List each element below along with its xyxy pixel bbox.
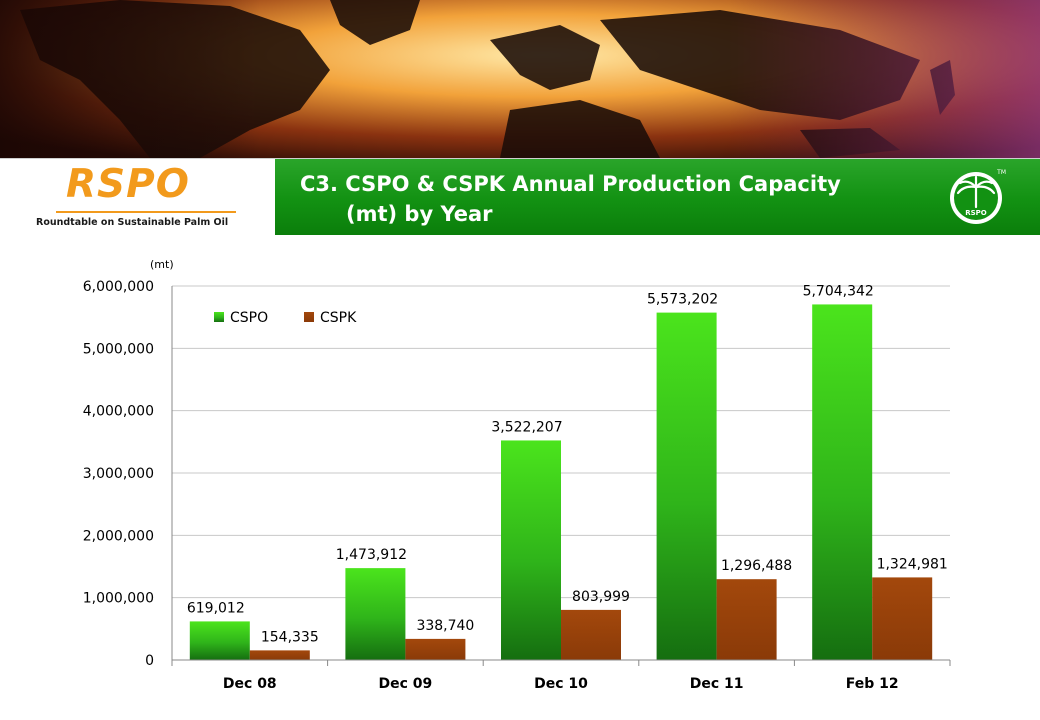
y-unit-label: (mt) [150,258,174,271]
data-label: 1,324,981 [877,556,948,572]
slide-title: C3. CSPO & CSPK Annual Production Capaci… [300,172,841,196]
logo-rule [56,211,236,213]
data-label: 338,740 [416,618,474,634]
bar-cspk [249,650,310,660]
y-tick-label: 1,000,000 [83,591,154,607]
logo-tagline: Roundtable on Sustainable Palm Oil [36,217,229,228]
data-label: 1,473,912 [336,547,407,563]
bar-cspo [345,568,406,660]
bar-cspk [405,638,466,660]
data-label: 619,012 [187,600,245,616]
header-bar: RSPO Roundtable on Sustainable Palm Oil … [0,158,1040,235]
x-category-label: Feb 12 [846,676,899,692]
world-map-banner [0,0,1040,158]
logo-wordmark: RSPO [66,162,190,207]
data-label: 5,573,202 [647,292,718,308]
slide-title-continued: (mt) by Year [346,202,493,226]
data-label: 803,999 [572,589,630,605]
rspo-logo: RSPO Roundtable on Sustainable Palm Oil [0,159,275,235]
data-label: 3,522,207 [491,419,562,435]
y-tick-label: 5,000,000 [83,341,154,357]
y-tick-label: 6,000,000 [83,279,154,295]
bar-cspo [656,312,717,660]
chart-svg: 0 1,000,000 2,000,000 3,000,000 4,000,000 5,0… [83,258,951,692]
y-tick-label: 4,000,000 [83,404,154,420]
bar-cspo [189,621,250,660]
y-tick-label: 0 [145,653,154,669]
data-label: 154,335 [261,629,319,645]
emblem-tm: TM [996,169,1006,176]
rspo-emblem-icon: RSPO TM [950,169,1006,224]
bar-cspk [872,577,933,660]
bar-cspo [812,304,873,660]
bar-cspk [561,609,621,660]
x-category-label: Dec 11 [690,676,744,692]
legend-label: CSPO [230,310,268,326]
production-capacity-chart: 0 1,000,000 2,000,000 3,000,000 4,000,000 5,0… [0,234,1040,720]
legend-swatch-cspo [214,312,224,322]
bar-cspk [716,579,777,660]
x-category-label: Dec 10 [534,676,588,692]
x-category-label: Dec 09 [379,676,433,692]
x-category-label: Dec 08 [223,676,277,692]
y-tick-label: 3,000,000 [83,466,154,482]
legend-swatch-cspk [304,312,314,322]
bar-cspo [501,440,561,660]
data-label: 1,296,488 [721,558,792,574]
data-label: 5,704,342 [803,283,874,299]
y-tick-label: 2,000,000 [83,528,154,544]
title-band: C3. CSPO & CSPK Annual Production Capaci… [275,159,1040,235]
legend-label: CSPK [320,310,357,326]
emblem-text: RSPO [965,209,987,217]
